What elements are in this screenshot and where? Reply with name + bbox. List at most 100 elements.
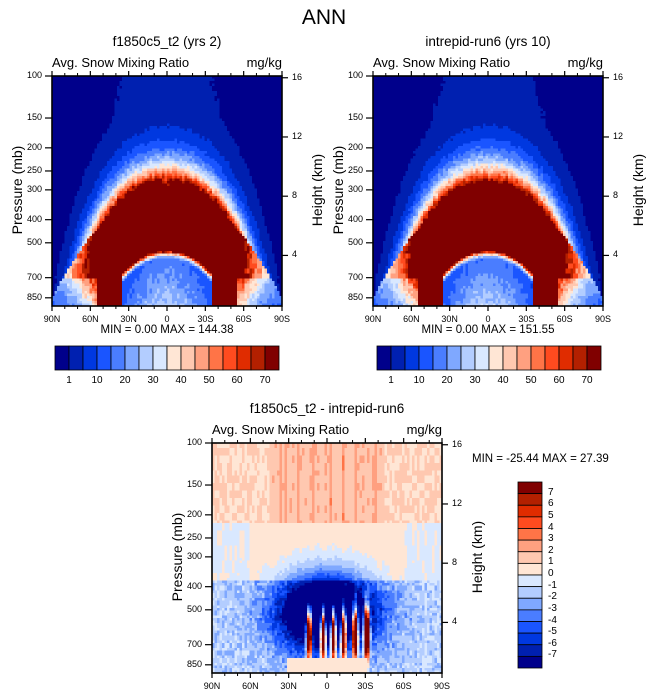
field-cell [99,106,103,109]
field-cell [269,103,273,107]
field-cell [202,146,205,149]
field-cell [122,141,125,144]
field-cell [244,93,248,97]
field-cell [184,173,188,177]
field-cell [192,128,195,132]
field-cell [249,116,253,119]
field-cell [89,83,93,87]
field-cell [202,153,205,157]
field-cell [222,131,225,134]
field-cell [74,156,78,159]
field-cell [92,201,95,204]
field-cell [234,173,238,177]
field-cell [247,168,250,172]
field-cell [92,208,95,212]
field-cell [112,138,115,142]
field-cell [122,136,125,139]
field-cell [137,141,140,144]
field-cell [102,133,105,137]
field-cell [72,188,75,192]
field-cell [134,133,138,137]
field-cell [164,148,168,152]
field-cell [114,181,118,184]
field-cell [179,183,183,187]
field-cell [82,83,85,87]
field-cell [177,116,180,119]
field-cell [194,113,198,117]
field-cell [152,198,155,202]
field-cell [214,168,218,172]
field-cell [234,188,238,192]
field-cell [59,138,63,142]
field-cell [124,171,128,174]
field-cell [254,131,258,134]
field-cell [234,151,238,154]
field-cell [77,138,80,142]
field-cell [177,133,180,137]
field-cell [262,121,265,124]
field-cell [229,171,233,174]
field-cell [152,206,155,209]
field-cell [119,76,123,79]
field-cell [149,161,153,164]
field-cell [62,198,65,202]
field-cell [99,136,103,139]
field-cell [269,121,273,124]
field-cell [132,123,135,127]
field-cell [184,176,188,179]
field-cell [242,203,245,207]
field-cell [204,168,208,172]
field-cell [147,193,150,197]
field-cell [182,146,185,149]
field-cell [232,176,235,179]
field-cell [197,196,200,199]
field-cell [267,146,270,149]
field-cell [129,136,133,139]
field-cell [247,196,250,199]
field-cell [64,108,68,112]
field-cell [244,133,248,137]
field-cell [54,96,58,99]
field-cell [272,141,275,144]
field-cell [162,83,165,87]
field-cell [262,166,265,169]
field-cell [77,181,80,184]
field-cell [244,178,248,182]
field-cell [204,188,208,192]
field-cell [112,121,115,124]
field-cell [189,108,193,112]
field-cell [79,153,83,157]
field-cell [99,161,103,164]
field-cell [167,193,170,197]
field-cell [104,121,108,124]
field-cell [239,156,243,159]
field-cell [79,151,83,154]
field-cell [184,196,188,199]
field-cell [264,106,268,109]
field-cell [199,133,203,137]
field-cell [79,206,83,209]
field-cell [199,208,203,212]
field-cell [57,93,60,97]
field-cell [274,208,278,212]
field-cell [114,83,118,87]
field-cell [84,128,88,132]
field-cell [197,206,200,209]
field-cell [277,78,280,82]
field-cell [224,148,228,152]
field-cell [147,108,150,112]
field-cell [279,146,283,149]
field-cell [107,193,110,197]
field-cell [167,101,170,104]
field-cell [147,83,150,87]
field-cell [259,163,263,167]
field-cell [82,128,85,132]
field-cell [147,88,150,92]
field-cell [194,86,198,89]
field-cell [67,78,70,82]
field-cell [102,201,105,204]
field-cell [67,128,70,132]
field-cell [119,208,123,212]
field-cell [59,171,63,174]
field-cell [239,168,243,172]
